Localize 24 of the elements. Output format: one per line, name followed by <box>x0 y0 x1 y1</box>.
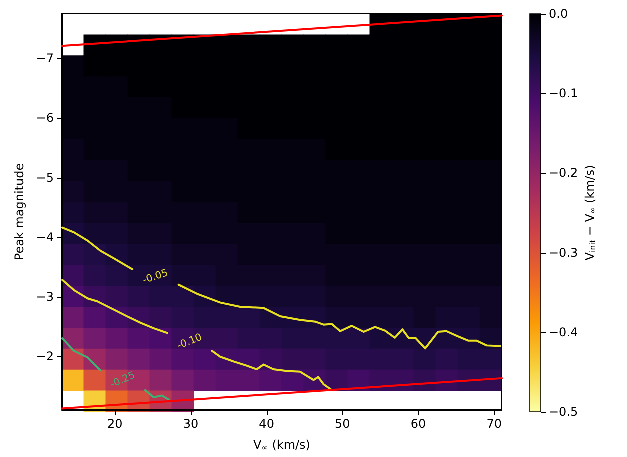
y-tick-label: −6 <box>36 111 54 126</box>
text: -0.10 <box>176 332 204 352</box>
x-tick-label: 50 <box>335 417 350 431</box>
color-bar-label: −0.2 <box>549 166 578 180</box>
x-tick-label: 20 <box>107 417 123 431</box>
x-tick-label: 70 <box>486 417 502 431</box>
x-tick-label: 30 <box>183 417 199 431</box>
y-tick-label: −2 <box>36 349 54 364</box>
x-tick-label: 40 <box>259 417 274 431</box>
x-tick-label: 60 <box>410 417 426 431</box>
y-tick-label: −3 <box>36 290 54 304</box>
color-bar-label: −0.5 <box>549 405 578 419</box>
color-bar-label: −0.1 <box>549 86 578 101</box>
x-axis-title: V∞ (km/s) <box>254 438 310 452</box>
text: -0.05 <box>142 268 170 287</box>
y-axis-title: Peak magnitude <box>12 163 26 261</box>
color-bar-label: −0.4 <box>549 325 578 340</box>
text: -0.25 <box>109 370 138 391</box>
y-tick-label: −5 <box>36 170 54 185</box>
y-tick-label: −4 <box>36 230 54 244</box>
color-bar-title: Vinit − V∞ (km/s) <box>583 165 598 261</box>
color-bar-label: −0.3 <box>549 246 578 260</box>
y-tick-label: −7 <box>36 52 54 66</box>
color-bar-label: 0.0 <box>549 7 568 21</box>
